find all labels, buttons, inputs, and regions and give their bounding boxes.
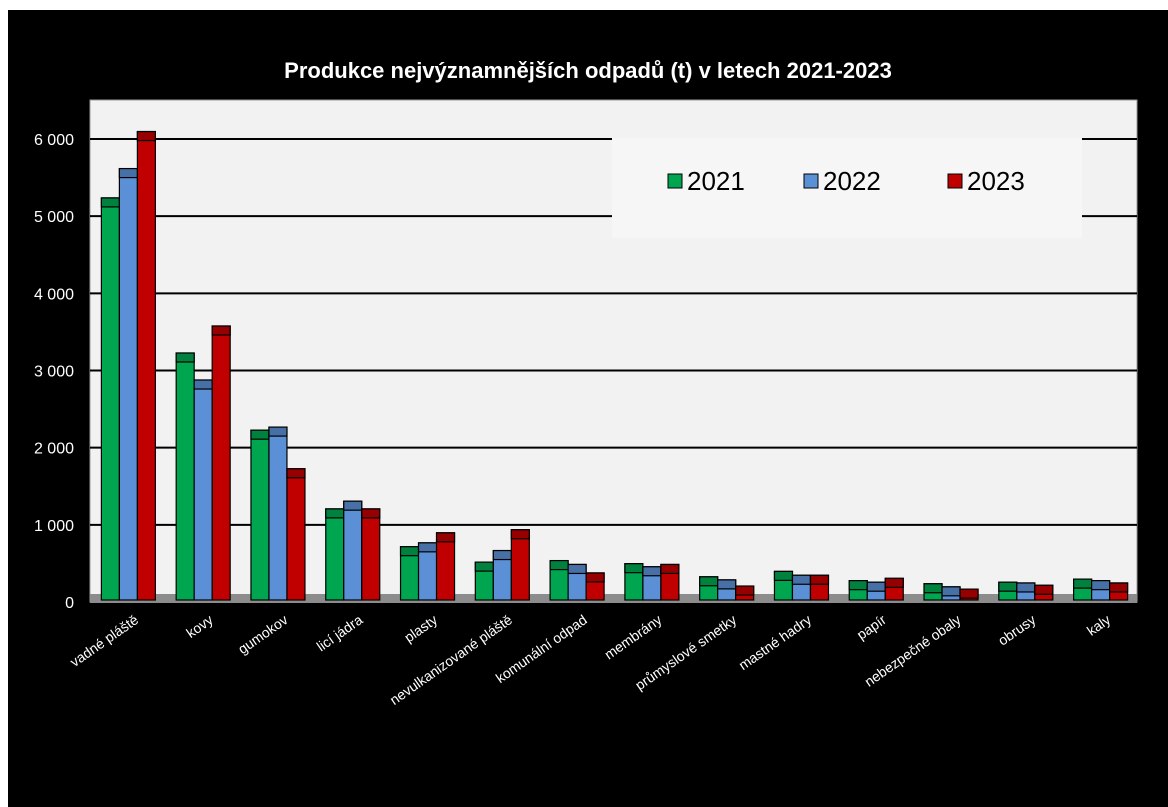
- bar-cap: [998, 581, 1018, 592]
- bar: [250, 429, 270, 601]
- bar-cap: [624, 563, 644, 574]
- bar-cap: [492, 549, 512, 561]
- category-label: membrány: [601, 611, 664, 662]
- legend-label: 2021: [687, 166, 745, 196]
- bar: [361, 508, 381, 601]
- bar-cap: [250, 429, 270, 440]
- bar-cap: [791, 574, 812, 585]
- y-tick-label: 5 000: [34, 209, 74, 226]
- bar-cap: [660, 563, 680, 575]
- bar-cap: [211, 325, 231, 336]
- bar-cap: [642, 566, 662, 577]
- bar: [136, 130, 156, 601]
- bar-cap: [941, 586, 961, 597]
- bar: [268, 426, 288, 601]
- bar-cap: [699, 576, 719, 587]
- category-label: licí jádra: [314, 611, 366, 654]
- chart-title: Produkce nejvýznamnějších odpadů (t) v l…: [284, 58, 892, 83]
- y-tick-label: 2 000: [34, 441, 74, 458]
- bar-cap: [286, 468, 306, 479]
- bar-cap: [1109, 582, 1129, 593]
- bar-cap: [735, 585, 755, 596]
- bar-cap: [1091, 580, 1111, 591]
- bar-cap: [773, 570, 794, 581]
- y-tick-label: 6 000: [34, 132, 74, 149]
- bar-cap: [1016, 582, 1036, 593]
- bar-cap: [585, 572, 605, 583]
- category-label: gumokov: [235, 611, 291, 657]
- legend: 2021 2022 2023: [612, 138, 1082, 238]
- bar-cap: [866, 581, 886, 592]
- bar-cap: [884, 577, 904, 588]
- bar-cap: [118, 167, 138, 179]
- bar: [286, 468, 306, 601]
- bar: [175, 352, 195, 601]
- bar-cap: [361, 508, 381, 519]
- floor-band: [90, 594, 1137, 603]
- bar-cap: [136, 130, 156, 142]
- bar: [343, 500, 363, 601]
- bar-cap: [809, 574, 830, 585]
- bar-cap: [510, 529, 530, 540]
- bar-cap: [435, 532, 456, 543]
- legend-box: [612, 138, 1082, 238]
- category-label: papír: [854, 611, 890, 643]
- category-label: vadné pláště: [67, 611, 141, 670]
- legend-swatch: [667, 173, 683, 189]
- bar-cap: [175, 352, 195, 363]
- category-label: obrusy: [995, 611, 1039, 648]
- legend-swatch: [947, 173, 963, 189]
- y-tick-label: 1 000: [34, 518, 74, 535]
- bar: [211, 325, 231, 601]
- bar-cap: [417, 542, 438, 553]
- bar-cap: [100, 197, 120, 208]
- category-label: kaly: [1084, 611, 1114, 638]
- bar: [193, 379, 213, 601]
- category-label: kovy: [183, 611, 216, 641]
- bar-cap: [1073, 578, 1093, 589]
- bar: [100, 197, 120, 601]
- bar-cap: [268, 426, 288, 437]
- bar: [325, 508, 345, 601]
- y-tick-label: 4 000: [34, 286, 74, 303]
- y-tick-label: 0: [65, 595, 74, 612]
- bar-cap: [193, 379, 213, 390]
- legend-label: 2022: [823, 166, 881, 196]
- bar-cap: [474, 561, 494, 572]
- bar: [118, 167, 138, 601]
- category-label: plasty: [401, 611, 440, 645]
- legend-swatch: [803, 173, 819, 189]
- bar-cap: [325, 508, 345, 519]
- bar-cap: [959, 588, 979, 599]
- bar: [435, 532, 456, 601]
- y-tick-label: 3 000: [34, 364, 74, 381]
- bar-cap: [343, 500, 363, 511]
- bar-cap: [1034, 584, 1054, 595]
- bar-cap: [549, 559, 569, 571]
- bar-cap: [923, 583, 943, 594]
- category-label: mastné hadry: [736, 611, 815, 673]
- bar-cap: [848, 580, 868, 591]
- legend-label: 2023: [967, 166, 1025, 196]
- bar: [510, 529, 530, 601]
- category-label: nevulkanizované pláště: [387, 611, 516, 708]
- bar-cap: [567, 563, 587, 575]
- bar-cap: [717, 579, 737, 590]
- bar-cap: [399, 546, 420, 557]
